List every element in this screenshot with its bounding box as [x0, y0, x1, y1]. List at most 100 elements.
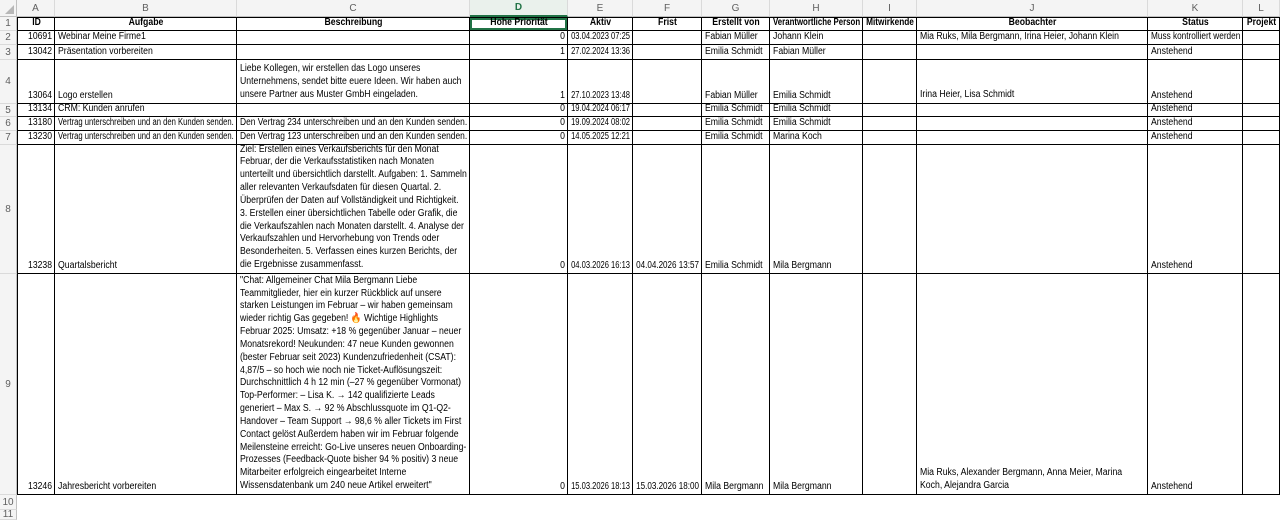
row-header-1[interactable]: 1	[0, 17, 17, 31]
cell-A3[interactable]: 13042	[17, 45, 55, 60]
cell-J3[interactable]	[917, 45, 1148, 60]
column-header-B[interactable]: B	[55, 0, 237, 17]
cell-A9[interactable]: 13246	[17, 274, 55, 495]
row-header-11[interactable]: 11	[0, 510, 17, 520]
column-header-K[interactable]: K	[1148, 0, 1243, 17]
cell-K4[interactable]: Anstehend	[1148, 60, 1243, 104]
cell-G6[interactable]: Emilia Schmidt	[702, 117, 770, 131]
cell-A6[interactable]: 13180	[17, 117, 55, 131]
cell-L1[interactable]: Projekt	[1243, 17, 1280, 31]
cell-K7[interactable]: Anstehend	[1148, 131, 1243, 145]
cell-C2[interactable]	[237, 31, 470, 45]
row-header-4[interactable]: 4	[0, 60, 17, 104]
cell-K9[interactable]: Anstehend	[1148, 274, 1243, 495]
cell-I2[interactable]	[863, 31, 917, 45]
cell-H4[interactable]: Emilia Schmidt	[770, 60, 863, 104]
cell-F3[interactable]	[633, 45, 702, 60]
cell-K1[interactable]: Status	[1148, 17, 1243, 31]
cell-L6[interactable]	[1243, 117, 1280, 131]
column-header-E[interactable]: E	[568, 0, 633, 17]
row-header-9[interactable]: 9	[0, 274, 17, 495]
cell-L7[interactable]	[1243, 131, 1280, 145]
cell-D6[interactable]: 0	[470, 117, 568, 131]
cell-E1[interactable]: Aktiv	[568, 17, 633, 31]
cell-F6[interactable]	[633, 117, 702, 131]
cell-K8[interactable]: Anstehend	[1148, 145, 1243, 274]
cell-J8[interactable]	[917, 145, 1148, 274]
cell-F8[interactable]: 04.04.2026 13:57	[633, 145, 702, 274]
cell-B5[interactable]: CRM: Kunden anrufen	[55, 104, 237, 117]
cell-L5[interactable]	[1243, 104, 1280, 117]
cell-J7[interactable]	[917, 131, 1148, 145]
cell-H2[interactable]: Johann Klein	[770, 31, 863, 45]
cell-C7[interactable]: Den Vertrag 123 unterschreiben und an de…	[237, 131, 470, 145]
column-header-G[interactable]: G	[702, 0, 770, 17]
cell-C9[interactable]: "Chat: Allgemeiner Chat Mila Bergmann Li…	[237, 274, 470, 495]
row-header-2[interactable]: 2	[0, 31, 17, 45]
row-header-3[interactable]: 3	[0, 45, 17, 60]
cell-H6[interactable]: Emilia Schmidt	[770, 117, 863, 131]
cell-G9[interactable]: Mila Bergmann	[702, 274, 770, 495]
cell-C3[interactable]	[237, 45, 470, 60]
cell-E3[interactable]: 27.02.2024 13:36	[568, 45, 633, 60]
cell-C4[interactable]: Liebe Kollegen, wir erstellen das Logo u…	[237, 60, 470, 104]
cell-H1[interactable]: Verantwortliche Person	[770, 17, 863, 31]
cell-A7[interactable]: 13230	[17, 131, 55, 145]
column-header-J[interactable]: J	[917, 0, 1148, 17]
cell-H3[interactable]: Fabian Müller	[770, 45, 863, 60]
cell-F5[interactable]	[633, 104, 702, 117]
cell-C1[interactable]: Beschreibung	[237, 17, 470, 31]
cell-L9[interactable]	[1243, 274, 1280, 495]
cell-E2[interactable]: 03.04.2023 07:25	[568, 31, 633, 45]
cell-K6[interactable]: Anstehend	[1148, 117, 1243, 131]
cell-H8[interactable]: Mila Bergmann	[770, 145, 863, 274]
cell-A8[interactable]: 13238	[17, 145, 55, 274]
cell-I1[interactable]: Mitwirkende	[863, 17, 917, 31]
column-header-H[interactable]: H	[770, 0, 863, 17]
cell-G2[interactable]: Fabian Müller	[702, 31, 770, 45]
cell-H9[interactable]: Mila Bergmann	[770, 274, 863, 495]
cell-D8[interactable]: 0	[470, 145, 568, 274]
cell-G7[interactable]: Emilia Schmidt	[702, 131, 770, 145]
cell-C6[interactable]: Den Vertrag 234 unterschreiben und an de…	[237, 117, 470, 131]
column-header-F[interactable]: F	[633, 0, 702, 17]
cell-D4[interactable]: 1	[470, 60, 568, 104]
cell-D5[interactable]: 0	[470, 104, 568, 117]
cell-B7[interactable]: Vertrag unterschreiben und an den Kunden…	[55, 131, 237, 145]
column-header-A[interactable]: A	[17, 0, 55, 17]
cell-C5[interactable]	[237, 104, 470, 117]
cell-B3[interactable]: Präsentation vorbereiten	[55, 45, 237, 60]
cell-H7[interactable]: Marina Koch	[770, 131, 863, 145]
cell-F7[interactable]	[633, 131, 702, 145]
cell-I4[interactable]	[863, 60, 917, 104]
row-header-7[interactable]: 7	[0, 131, 17, 145]
cell-G5[interactable]: Emilia Schmidt	[702, 104, 770, 117]
cell-L4[interactable]	[1243, 60, 1280, 104]
cell-E9[interactable]: 15.03.2026 18:13	[568, 274, 633, 495]
cell-I9[interactable]	[863, 274, 917, 495]
cell-D7[interactable]: 0	[470, 131, 568, 145]
cell-J1[interactable]: Beobachter	[917, 17, 1148, 31]
cell-J4[interactable]: Irina Heier, Lisa Schmidt	[917, 60, 1148, 104]
cell-G1[interactable]: Erstellt von	[702, 17, 770, 31]
cell-G3[interactable]: Emilia Schmidt	[702, 45, 770, 60]
cell-H5[interactable]: Emilia Schmidt	[770, 104, 863, 117]
row-header-8[interactable]: 8	[0, 145, 17, 274]
cell-F9[interactable]: 15.03.2026 18:00	[633, 274, 702, 495]
cell-F1[interactable]: Frist	[633, 17, 702, 31]
cell-E4[interactable]: 27.10.2023 13:48	[568, 60, 633, 104]
cell-B4[interactable]: Logo erstellen	[55, 60, 237, 104]
cell-E8[interactable]: 04.03.2026 16:13	[568, 145, 633, 274]
cell-A4[interactable]: 13064	[17, 60, 55, 104]
column-header-I[interactable]: I	[863, 0, 917, 17]
cell-J5[interactable]	[917, 104, 1148, 117]
cell-F2[interactable]	[633, 31, 702, 45]
row-header-6[interactable]: 6	[0, 117, 17, 131]
cell-A1[interactable]: ID	[17, 17, 55, 31]
cell-B2[interactable]: Webinar Meine Firme1	[55, 31, 237, 45]
cell-B8[interactable]: Quartalsbericht	[55, 145, 237, 274]
cell-F4[interactable]	[633, 60, 702, 104]
cell-I7[interactable]	[863, 131, 917, 145]
empty-grid-area[interactable]	[17, 495, 1280, 510]
cell-I8[interactable]	[863, 145, 917, 274]
